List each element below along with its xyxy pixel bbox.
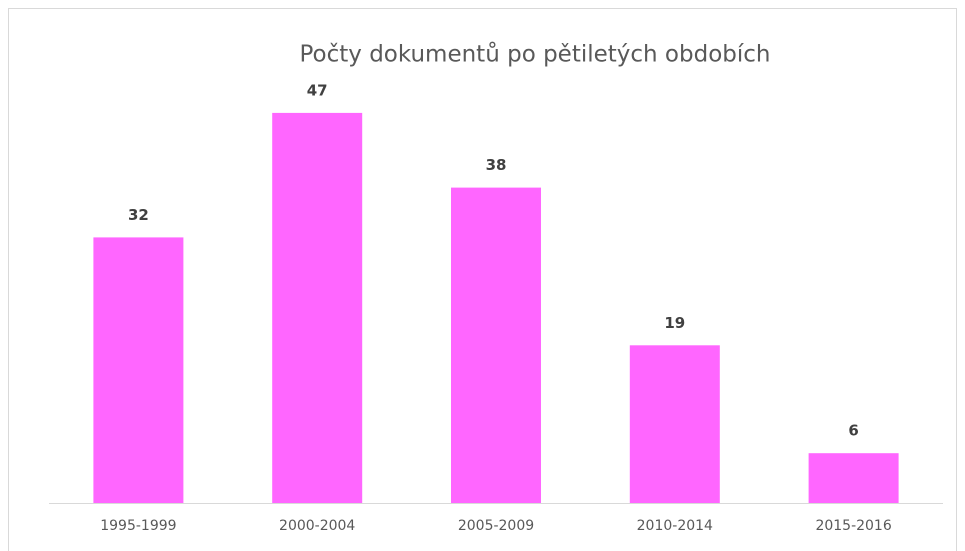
bar: [808, 453, 899, 503]
x-tick-label: 1995-1999: [100, 518, 176, 534]
x-tick-label: 2000-2004: [279, 518, 355, 534]
data-label: 47: [307, 81, 328, 99]
bar: [272, 112, 363, 504]
data-label: 38: [486, 156, 507, 174]
bar: [451, 187, 541, 503]
bar: [629, 345, 720, 503]
x-tick-label: 2010-2014: [637, 518, 713, 534]
x-tick-label: 2005-2009: [458, 518, 534, 534]
bar: [93, 237, 184, 503]
data-label: 19: [664, 314, 685, 332]
x-tick-label: 2015-2016: [815, 518, 891, 534]
chart-title: Počty dokumentů po pětiletých obdobích: [299, 41, 770, 68]
data-label: 32: [128, 206, 149, 224]
data-label: 6: [848, 422, 858, 440]
